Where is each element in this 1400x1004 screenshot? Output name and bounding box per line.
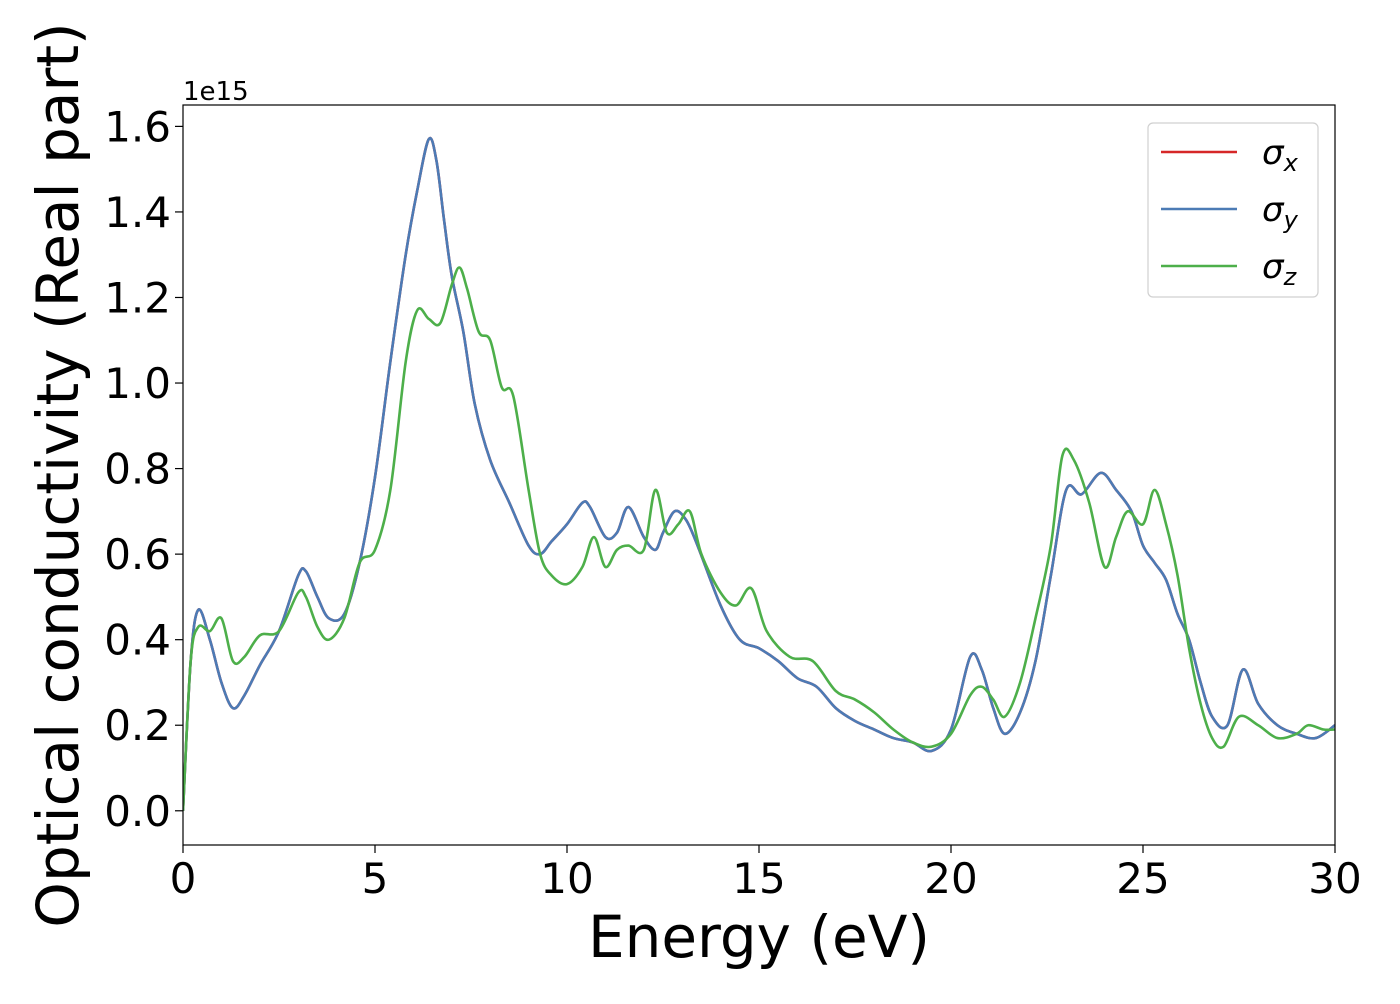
x-tick-label: 15	[732, 854, 785, 903]
x-tick-label: 0	[170, 854, 197, 903]
y-tick-label: 0.6	[104, 530, 171, 579]
legend-label-x: σx	[1262, 133, 1299, 177]
y-axis-label: Optical conductivity (Real part)	[24, 22, 92, 927]
y-offset-label: 1e15	[183, 77, 249, 107]
x-tick-label: 10	[540, 854, 593, 903]
x-tick-label: 30	[1308, 854, 1361, 903]
y-tick-label: 1.0	[104, 359, 171, 408]
y-tick-label: 0.4	[104, 616, 171, 665]
y-tick-label: 0.2	[104, 701, 171, 750]
x-tick-label: 25	[1116, 854, 1169, 903]
y-tick-label: 1.4	[104, 188, 171, 237]
y-tick-label: 1.6	[104, 102, 171, 151]
legend-label-y: σy	[1262, 190, 1299, 234]
legend-label-z: σz	[1262, 247, 1298, 291]
series-layer	[183, 136, 1335, 811]
y-tick-label: 1.2	[104, 273, 171, 322]
y-axis: 0.0 0.2 0.4 0.6 0.8 1.0 1.2 1.4 1.6	[104, 102, 183, 836]
x-tick-label: 20	[924, 854, 977, 903]
x-tick-label: 5	[362, 854, 389, 903]
series-line-z	[183, 266, 1335, 811]
y-tick-label: 0.8	[104, 445, 171, 494]
legend: σx σy σz	[1147, 122, 1319, 298]
x-axis-label: Energy (eV)	[588, 903, 930, 971]
x-axis: 0 5 10 15 20 25 30	[170, 845, 1362, 903]
y-tick-label: 0.0	[104, 787, 171, 836]
